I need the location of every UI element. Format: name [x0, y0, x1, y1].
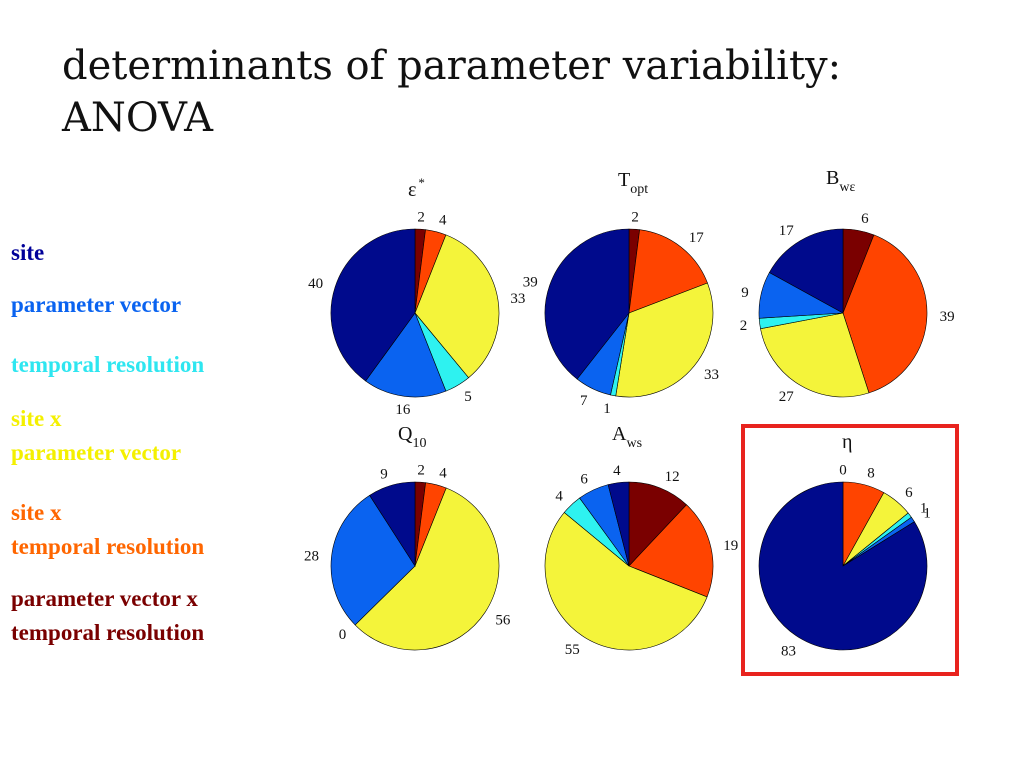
slide-title-line-2: ANOVA — [62, 95, 214, 141]
chart-title-symbol: ε — [408, 179, 416, 201]
pie-slice — [365, 312, 447, 398]
chart-title-subscript: 10 — [412, 436, 426, 451]
slice-data-label: 55 — [565, 642, 580, 658]
pie-slice — [354, 487, 500, 651]
pie-slice — [414, 234, 500, 379]
slice-data-label: 33 — [704, 367, 719, 383]
pie-chart: 2 17 33 17 39 Topt — [523, 169, 719, 417]
pie-slice — [758, 481, 928, 651]
slice-data-label: 9 — [380, 466, 388, 482]
slice-data-label: 1 — [923, 506, 931, 522]
slice-data-label: 4 — [613, 463, 621, 479]
chart-title-subscript: opt — [630, 182, 648, 197]
slice-data-label: 83 — [781, 643, 796, 659]
chart-title-symbol: B — [826, 167, 839, 189]
slice-data-label: 39 — [940, 309, 955, 325]
slice-data-label: 6 — [905, 485, 913, 501]
legend-item: temporal resolution — [11, 348, 204, 382]
legend-item-line: site x — [11, 406, 62, 431]
pie-slice — [628, 229, 708, 314]
pie-slice — [615, 282, 714, 398]
slice-data-label: 17 — [689, 230, 705, 246]
pie-slice — [607, 481, 630, 567]
pie-slice — [628, 504, 714, 598]
pie-slice — [369, 481, 416, 568]
legend-item-line: site — [11, 240, 45, 265]
chart-title-symbol: Q — [398, 423, 413, 445]
pie-chart: 6 39 27 2 9 17 Bwε — [740, 167, 955, 405]
chart-title: Topt — [618, 169, 648, 197]
chart-title-subscript: wε — [839, 180, 855, 195]
chart-title: Aws — [612, 423, 642, 451]
chart-title: η — [842, 431, 852, 453]
pie-slice — [330, 494, 416, 626]
slice-data-label: 1 — [603, 401, 611, 417]
chart-title: ε * — [408, 175, 425, 201]
slice-data-label: 12 — [665, 469, 680, 485]
slice-data-label: 2 — [417, 463, 425, 479]
pie-slice — [544, 228, 630, 380]
chart-title: Q10 — [398, 423, 426, 451]
slice-data-label: 16 — [395, 402, 411, 418]
slice-data-label: 9 — [741, 285, 749, 301]
slice-data-label: 0 — [839, 462, 847, 478]
chart-title-symbol: T — [618, 169, 630, 191]
slice-data-label: 4 — [439, 212, 447, 228]
pie-slice — [760, 312, 870, 398]
slide-title: determinants of parameter variability: A… — [62, 40, 962, 144]
slice-data-label: 27 — [779, 389, 795, 405]
chart-title-subscript: ws — [626, 436, 642, 451]
legend-item-line: parameter vector x — [11, 586, 198, 611]
pie-slice — [768, 228, 844, 314]
slice-data-label: 1 — [920, 501, 928, 517]
pie-slice — [330, 228, 416, 382]
legend-item-line: temporal resolution — [11, 620, 205, 645]
legend-item-line: parameter vector — [11, 292, 182, 317]
slice-data-label: 39 — [523, 274, 538, 290]
legend-item: site x parameter vector — [11, 402, 181, 470]
slice-data-label: 8 — [867, 466, 875, 482]
slice-data-label: 28 — [304, 548, 319, 564]
legend-item-line: site x — [11, 500, 62, 525]
slice-data-label: 19 — [723, 538, 738, 554]
pie-chart: 12 19 55 4 6 4 Aws — [544, 423, 738, 658]
slice-data-label: 5 — [464, 389, 472, 405]
legend-item: parameter vector x temporal resolution — [11, 582, 204, 650]
pie-chart: 0 8 611 83 η — [741, 424, 959, 676]
highlight-box — [741, 424, 959, 676]
chart-title: Bwε — [826, 167, 855, 195]
legend-item-line: parameter vector — [11, 440, 182, 465]
pie-slice — [842, 234, 928, 394]
slice-data-label: 56 — [495, 613, 511, 629]
slice-data-label: 4 — [439, 466, 447, 482]
pie-slice — [544, 512, 708, 651]
slice-data-label: 33 — [510, 291, 525, 307]
legend-item-line: temporal resolution — [11, 534, 205, 559]
slice-data-label: 4 — [555, 489, 563, 505]
legend-item-line: temporal resolution — [11, 352, 205, 377]
legend-item: site — [11, 236, 44, 270]
pie-chart: 2 4 56 0 28 9 Q10 — [304, 423, 511, 651]
pie-slice — [628, 481, 687, 567]
slice-data-label: 6 — [861, 211, 869, 227]
legend-item: parameter vector — [11, 288, 181, 322]
slide-title-line-1: determinants of parameter variability: — [62, 43, 842, 89]
slice-data-label: 2 — [740, 318, 748, 334]
slice-data-label: 2 — [631, 210, 639, 226]
slice-data-label: 6 — [580, 472, 588, 488]
chart-title-symbol: η — [842, 431, 852, 453]
slice-data-label: 40 — [308, 276, 323, 292]
slice-data-label: 0 — [339, 627, 347, 643]
slice-data-label: 2 — [417, 210, 425, 226]
pie-chart: 2 4 33 5 16 40 ε * — [308, 175, 525, 418]
legend-item: site x temporal resolution — [11, 496, 204, 564]
chart-title-superscript: * — [418, 175, 425, 190]
chart-title-symbol: A — [612, 423, 627, 445]
slice-data-label: 7 — [580, 393, 588, 409]
slice-data-label: 17 — [779, 223, 795, 239]
